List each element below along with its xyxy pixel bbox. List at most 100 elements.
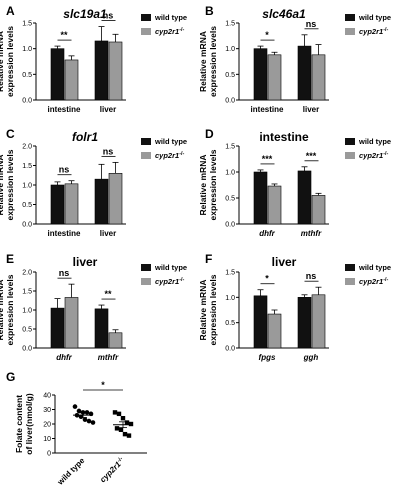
panel-f-bar-cyp2r1-ggh — [311, 294, 326, 349]
panel-a-significance-label: ns — [103, 11, 114, 21]
panel-e-bar-wild-type-dhfr — [50, 307, 65, 349]
panel-g-point-cyp2r1 — [120, 416, 126, 421]
panel-b-bar-wild-type-liver — [297, 45, 312, 101]
panel-a-title: slc19a1 — [63, 7, 107, 21]
panel-g-ytick-label: 20 — [43, 422, 51, 429]
panel-a-ylabel-line1: Relative mRNA — [0, 31, 5, 92]
panel-f-significance-label: ns — [306, 271, 317, 281]
panel-e-category-label: mthfr — [98, 353, 119, 362]
panel-e-title: liver — [73, 255, 98, 269]
panel-g-point-wild-type — [90, 420, 96, 425]
panel-b-legend-swatch-cyp2r1 — [345, 28, 355, 35]
panel-d-significance-label: *** — [306, 151, 317, 161]
panel-d-bar-wild-type-mthfr — [297, 170, 312, 225]
panel-a-ytick-label: 1.0 — [22, 46, 32, 53]
panel-b-significance-label: ns — [306, 19, 317, 29]
panel-f-bar-cyp2r1-fpgs — [267, 313, 282, 349]
panel-b-legend-label-wild-type: wild type — [358, 13, 391, 22]
panel-b-ylabel-line1: Relative mRNA — [198, 31, 208, 92]
panel-c-legend-swatch-cyp2r1 — [141, 152, 151, 159]
panel-f-title: liver — [272, 255, 297, 269]
panel-a-bar-cyp2r1-liver — [108, 41, 123, 101]
panel-f-ylabel-line1: Relative mRNA — [198, 280, 208, 341]
panel-b-ytick-label: 1.0 — [225, 46, 235, 53]
panel-a-ytick-label: 0.0 — [22, 98, 32, 105]
panel-f-significance-label: * — [265, 274, 269, 284]
panel-e-ylabel-line2: expression levels — [5, 274, 15, 345]
panel-a-ytick-label: 0.5 — [22, 72, 32, 79]
panel-c-ytick-label: 2.0 — [22, 144, 32, 151]
panel-a-label: A — [6, 4, 15, 18]
panel-f-ytick-label: 1.5 — [225, 270, 235, 277]
panel-b-ytick-label: 1.5 — [225, 21, 235, 28]
panel-b-ytick-label: 0.0 — [225, 98, 235, 105]
panel-c-ytick-label: 1.5 — [22, 163, 32, 170]
panel-e-label: E — [6, 252, 14, 266]
panel-g-point-wild-type — [86, 418, 92, 424]
panel-g-category-label-cyp2r1: cyp2r1-/- — [98, 456, 126, 484]
panel-d-ytick-label: 1.5 — [225, 144, 235, 151]
panel-f-bar-wild-type-fpgs — [253, 295, 268, 349]
panel-g-point-cyp2r1 — [128, 421, 134, 427]
panel-f-label: F — [205, 252, 212, 266]
panel-f-ytick-label: 1.0 — [225, 295, 235, 302]
panel-e-ytick-label: 0.0 — [22, 346, 32, 353]
panel-c-significance-label: ns — [59, 165, 70, 175]
panel-g-ytick-label: 0 — [47, 451, 51, 458]
panel-a-bar-wild-type-liver — [94, 40, 109, 101]
panel-d-bar-cyp2r1-mthfr — [311, 195, 326, 225]
panel-b-ylabel-line2: expression levels — [208, 26, 218, 97]
panel-f-legend-swatch-cyp2r1 — [345, 278, 355, 285]
panel-g-ylabel-line1: Folate content — [14, 395, 24, 453]
panel-g-ylabel-line2: of liver(nmol/g) — [24, 393, 34, 455]
panel-b-bar-wild-type-intestine — [253, 48, 268, 101]
panel-d-ytick-label: 0.5 — [225, 196, 235, 203]
panel-d-ylabel-line2: expression levels — [208, 149, 218, 220]
panel-a-bar-wild-type-intestine — [50, 48, 65, 101]
panel-c-title: folr1 — [72, 130, 98, 144]
panel-b-legend-label-cyp2r1: cyp2r1-/- — [359, 27, 389, 36]
panel-b-bar-cyp2r1-liver — [311, 54, 326, 101]
panel-g-point-cyp2r1 — [122, 431, 128, 437]
panel-g-point-wild-type — [76, 408, 82, 414]
panel-f-legend-label-wild-type: wild type — [358, 263, 391, 272]
panel-a-ylabel-line2: expression levels — [5, 26, 15, 97]
panel-f-category-label: ggh — [303, 353, 319, 362]
panel-e-legend-swatch-wild-type — [141, 264, 151, 271]
panel-c-ytick-label: 1.0 — [22, 183, 32, 190]
panel-c-bar-cyp2r1-liver — [108, 173, 123, 225]
panel-g-point-cyp2r1 — [118, 427, 124, 432]
panel-g-point-cyp2r1 — [114, 426, 120, 431]
panel-g-point-wild-type — [84, 410, 90, 415]
panel-e-legend-label-wild-type: wild type — [154, 263, 187, 272]
panel-c-bar-wild-type-intestine — [50, 184, 65, 225]
panel-c-ylabel-line1: Relative mRNA — [0, 155, 5, 216]
panel-c-bar-wild-type-liver — [94, 178, 109, 225]
panel-f-bar-wild-type-ggh — [297, 297, 312, 349]
panel-e-ytick-label: 2.0 — [22, 270, 32, 277]
panel-b-legend-swatch-wild-type — [345, 14, 355, 21]
panel-d-ytick-label: 1.0 — [225, 170, 235, 177]
panel-d-label: D — [205, 127, 214, 141]
panel-f-ytick-label: 0.5 — [225, 320, 235, 327]
panel-e-bar-wild-type-mthfr — [94, 308, 109, 349]
panel-e-significance-label: ns — [59, 268, 70, 278]
panel-b-ytick-label: 0.5 — [225, 72, 235, 79]
panel-e-ytick-label: 1.0 — [22, 308, 32, 315]
panel-b-significance-label: * — [265, 30, 269, 40]
panel-e-significance-label: ** — [104, 289, 112, 299]
panel-d-significance-label: *** — [262, 154, 273, 164]
panel-g-category-label-wild-type: wild type — [55, 456, 87, 488]
panel-c-category-label: intestine — [48, 229, 81, 238]
panel-f-legend-swatch-wild-type — [345, 264, 355, 271]
panel-d-bar-cyp2r1-dhfr — [267, 185, 282, 225]
panel-a-ytick-label: 1.5 — [22, 21, 32, 28]
panel-e-ytick-label: 1.5 — [22, 289, 32, 296]
panel-g-significance-label: * — [101, 380, 105, 390]
panel-c-legend-swatch-wild-type — [141, 138, 151, 145]
panel-a-category-label: liver — [100, 105, 116, 114]
panel-g-point-wild-type — [82, 417, 88, 422]
panel-c-legend-label-wild-type: wild type — [154, 137, 187, 146]
panel-e-bar-cyp2r1-dhfr — [64, 297, 79, 349]
